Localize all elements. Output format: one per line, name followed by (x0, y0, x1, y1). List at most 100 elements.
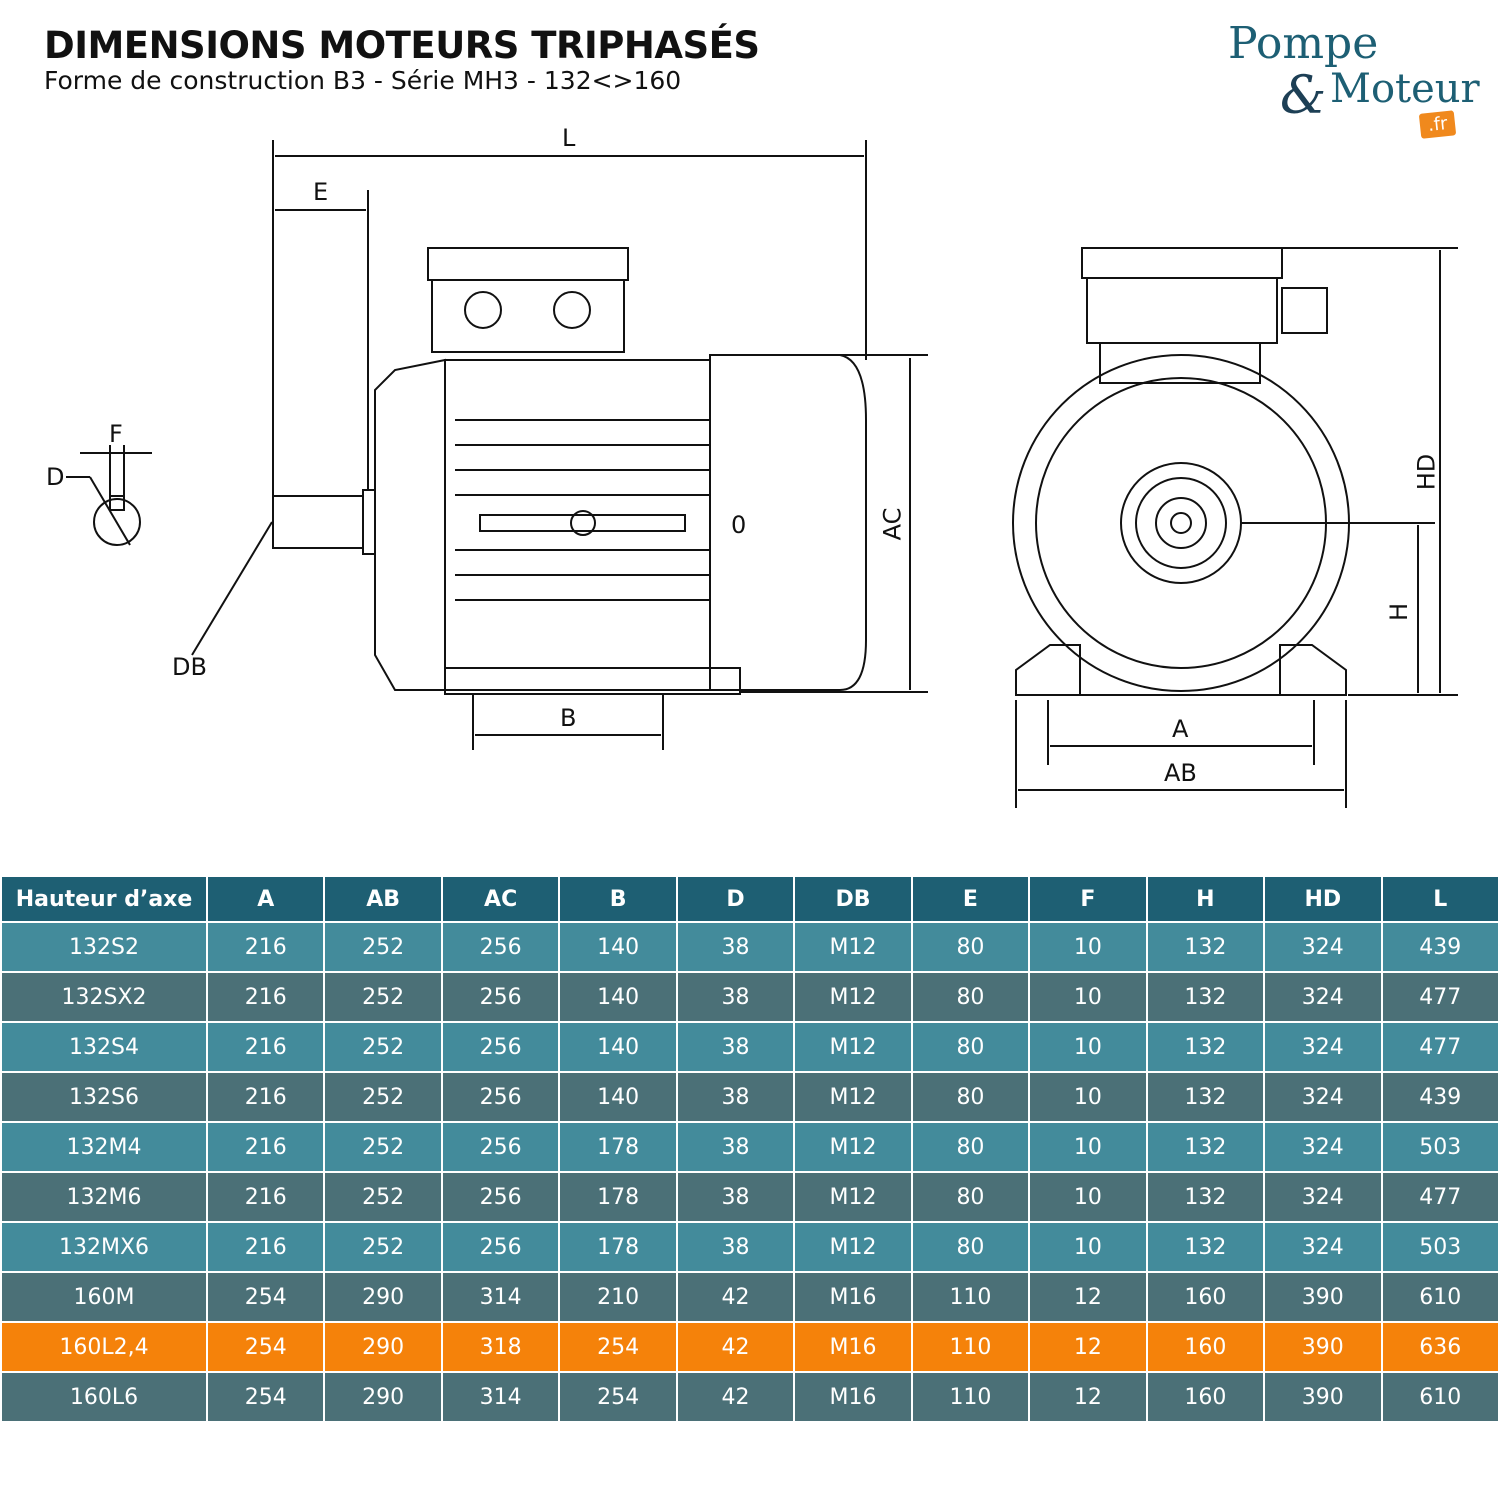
table-cell: 132 (1145, 971, 1266, 1023)
table-cell: 252 (323, 921, 443, 973)
row-label-cell: 160L2,4 (0, 1321, 208, 1373)
table-cell: 140 (558, 921, 678, 973)
table-cell: 503 (1380, 1121, 1500, 1173)
table-cell: 42 (675, 1371, 796, 1423)
column-header: D (675, 875, 796, 923)
page-subtitle: Forme de construction B3 - Série MH3 - 1… (44, 66, 682, 95)
dim-label-l: L (562, 124, 576, 152)
table-cell: 80 (910, 1021, 1031, 1073)
table-cell: 216 (205, 1071, 326, 1123)
table-cell: 254 (558, 1321, 678, 1373)
row-label-cell: 160L6 (0, 1371, 208, 1423)
table-cell: M12 (793, 921, 913, 973)
column-header: H (1145, 875, 1266, 923)
table-cell: 256 (440, 1021, 561, 1073)
dim-label-b: B (560, 704, 577, 732)
row-label-cell: 132S2 (0, 921, 208, 973)
table-cell: 254 (205, 1321, 326, 1373)
column-header: AB (323, 875, 443, 923)
table-cell: 324 (1263, 1221, 1383, 1273)
table-cell: 10 (1028, 1221, 1148, 1273)
table-cell: 10 (1028, 1021, 1148, 1073)
motor-front-view (1012, 247, 1458, 808)
table-row: 132S4 216 252 256 140 38 M12 80 10 132 324 477 (0, 1021, 1500, 1073)
table-cell: 160 (1145, 1321, 1266, 1373)
column-header: HD (1263, 875, 1383, 923)
table-cell: 80 (910, 1221, 1031, 1273)
table-cell: 12 (1028, 1321, 1148, 1373)
table-cell: 210 (558, 1271, 678, 1323)
dim-label-f: F (109, 420, 123, 448)
table-cell: 10 (1028, 1071, 1148, 1123)
table-cell: 503 (1380, 1221, 1500, 1273)
table-cell: 216 (205, 1121, 326, 1173)
table-cell: 10 (1028, 971, 1148, 1023)
table-cell: 38 (675, 1221, 796, 1273)
dim-label-ab: AB (1164, 759, 1197, 787)
table-cell: 439 (1380, 921, 1500, 973)
table-cell: 252 (323, 971, 443, 1023)
table-cell: 254 (205, 1271, 326, 1323)
logo-text-moteur: Moteur (1330, 66, 1480, 112)
dim-label-o: 0 (731, 511, 747, 539)
table-cell: 132 (1145, 1171, 1266, 1223)
table-cell: 324 (1263, 1021, 1383, 1073)
dim-label-a: A (1172, 715, 1189, 743)
table-cell: 80 (910, 1171, 1031, 1223)
table-cell: 314 (440, 1271, 561, 1323)
table-cell: 252 (323, 1021, 443, 1073)
table-cell: 256 (440, 971, 561, 1023)
table-cell: M12 (793, 1121, 913, 1173)
dim-label-d: D (46, 463, 65, 491)
dim-label-e: E (313, 178, 329, 206)
table-cell: 324 (1263, 971, 1383, 1023)
table-row: 132M4 216 252 256 178 38 M12 80 10 132 324 503 (0, 1121, 1500, 1173)
table-cell: 390 (1263, 1321, 1383, 1373)
table-cell: 477 (1380, 1171, 1500, 1223)
table-cell: 254 (205, 1371, 326, 1423)
table-cell: 12 (1028, 1271, 1148, 1323)
table-cell: 178 (558, 1171, 678, 1223)
table-cell: 80 (910, 1121, 1031, 1173)
table-cell: 610 (1380, 1371, 1500, 1423)
table-row: 132M6 216 252 256 178 38 M12 80 10 132 324 477 (0, 1171, 1500, 1223)
column-header: B (558, 875, 678, 923)
dimensions-table: Hauteur d’axe A AB AC B D DB E F H HD L 132S2 216 252… (0, 875, 1500, 1423)
logo-ampersand: & (1280, 66, 1327, 126)
table-row: 160L6 254 290 314 254 42 M16 110 12 160 390 610 (0, 1371, 1500, 1423)
table-row: 132SX2 216 252 256 140 38 M12 80 10 132 324 477 (0, 971, 1500, 1023)
table-cell: M12 (793, 1221, 913, 1273)
column-header: AC (440, 875, 561, 923)
table-cell: 610 (1380, 1271, 1500, 1323)
table-cell: 132 (1145, 1071, 1266, 1123)
table-cell: 38 (675, 1021, 796, 1073)
table-cell: 10 (1028, 921, 1148, 973)
column-header: E (910, 875, 1031, 923)
table-cell: 252 (323, 1071, 443, 1123)
table-cell: 324 (1263, 1071, 1383, 1123)
table-row: 132MX6 216 252 256 178 38 M12 80 10 132 324 503 (0, 1221, 1500, 1273)
table-cell: 636 (1380, 1321, 1500, 1373)
table-cell: 216 (205, 1171, 326, 1223)
table-cell: 38 (675, 1071, 796, 1123)
table-cell: 216 (205, 1021, 326, 1073)
table-cell: 38 (675, 921, 796, 973)
table-cell: 477 (1380, 1021, 1500, 1073)
row-label-cell: 160M (0, 1271, 208, 1323)
row-label-cell: 132S4 (0, 1021, 208, 1073)
table-cell: 290 (323, 1371, 443, 1423)
table-cell: 110 (910, 1321, 1031, 1373)
table-cell: 110 (910, 1371, 1031, 1423)
shaft-key-detail (66, 445, 152, 546)
table-cell: 252 (323, 1171, 443, 1223)
table-cell: 390 (1263, 1371, 1383, 1423)
table-cell: 132 (1145, 1221, 1266, 1273)
table-cell: 178 (558, 1121, 678, 1173)
table-cell: 256 (440, 1071, 561, 1123)
table-cell: M16 (793, 1321, 913, 1373)
table-cell: 216 (205, 921, 326, 973)
table-cell: 38 (675, 1121, 796, 1173)
table-cell: 477 (1380, 971, 1500, 1023)
table-cell: 314 (440, 1371, 561, 1423)
table-cell: 160 (1145, 1371, 1266, 1423)
